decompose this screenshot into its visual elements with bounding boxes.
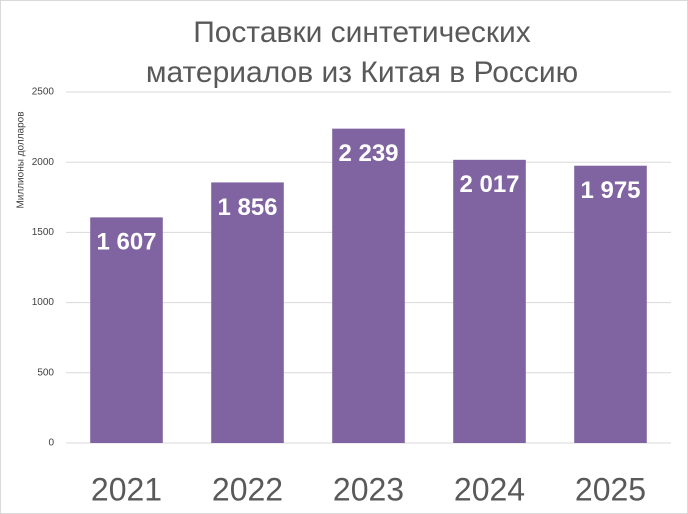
y-tick-label: 500: [37, 367, 54, 378]
bar: [574, 165, 647, 443]
chart-title: Поставки синтетических: [193, 16, 531, 49]
y-tick-label: 2000: [32, 157, 55, 168]
bar: [332, 128, 405, 443]
value-label: 1 856: [217, 194, 277, 221]
y-axis-label: Миллионы долларов: [16, 111, 27, 208]
chart-title: материалов из Китая в Россию: [146, 56, 578, 89]
value-label: 1 975: [580, 177, 640, 204]
y-tick-label: 0: [48, 438, 54, 449]
value-label: 2 017: [459, 171, 519, 198]
x-tick-label: 2024: [454, 471, 525, 507]
y-tick-label: 1000: [32, 297, 55, 308]
x-tick-label: 2022: [212, 471, 283, 507]
bar: [90, 217, 163, 443]
value-label: 2 239: [338, 140, 398, 167]
y-tick-label: 2500: [32, 87, 55, 98]
x-tick-label: 2025: [575, 471, 646, 507]
bar: [453, 159, 526, 443]
bar: [211, 182, 284, 443]
y-tick-label: 1500: [32, 227, 55, 238]
x-tick-label: 2021: [91, 471, 162, 507]
value-label: 1 607: [96, 229, 156, 256]
x-tick-label: 2023: [333, 471, 404, 507]
